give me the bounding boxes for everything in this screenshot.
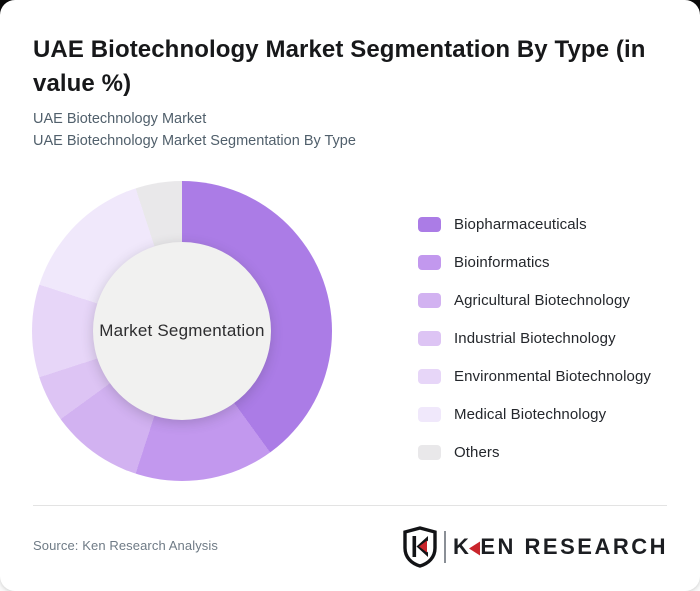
legend-swatch xyxy=(418,444,441,460)
donut-center-label: Market Segmentation xyxy=(99,321,265,340)
legend-swatch xyxy=(418,216,441,232)
donut-chart: Market Segmentation xyxy=(32,181,332,481)
legend-swatch xyxy=(418,368,441,384)
legend-swatch xyxy=(418,406,441,422)
shield-emblem-icon xyxy=(403,526,437,568)
chart-subtitle: UAE Biotechnology Market UAE Biotechnolo… xyxy=(33,108,653,152)
legend-swatch xyxy=(418,292,441,308)
legend-item: Industrial Biotechnology xyxy=(418,319,651,357)
chart-title: UAE Biotechnology Market Segmentation By… xyxy=(33,36,646,97)
legend-label: Biopharmaceuticals xyxy=(454,215,587,233)
legend-label: Environmental Biotechnology xyxy=(454,367,651,385)
donut-center: Market Segmentation xyxy=(93,242,271,420)
footer-divider xyxy=(33,505,667,506)
logo-divider xyxy=(443,531,446,563)
legend-swatch xyxy=(418,330,441,346)
legend-label: Bioinformatics xyxy=(454,253,550,271)
wordmark-k: K xyxy=(452,534,472,559)
ken-research-logo: K EN RESEARCH xyxy=(402,526,668,568)
logo-wordmark: K EN RESEARCH xyxy=(453,534,668,560)
legend-item: Bioinformatics xyxy=(418,243,651,281)
subtitle-line-1: UAE Biotechnology Market xyxy=(33,111,207,127)
chart-legend: Biopharmaceuticals Bioinformatics Agricult… xyxy=(418,205,651,471)
legend-item: Biopharmaceuticals xyxy=(418,205,651,243)
legend-item: Others xyxy=(418,433,651,471)
legend-label: Others xyxy=(454,443,500,461)
legend-label: Industrial Biotechnology xyxy=(454,329,616,347)
legend-item: Agricultural Biotechnology xyxy=(418,281,651,319)
subtitle-line-2: UAE Biotechnology Market Segmentation By… xyxy=(33,133,356,149)
legend-label: Agricultural Biotechnology xyxy=(454,291,631,309)
legend-item: Environmental Biotechnology xyxy=(418,357,651,395)
wordmark-rest: EN RESEARCH xyxy=(480,534,668,559)
legend-swatch xyxy=(418,254,441,270)
red-triangle-icon xyxy=(469,541,481,555)
legend-item: Medical Biotechnology xyxy=(418,395,651,433)
legend-label: Medical Biotechnology xyxy=(454,405,607,423)
source-attribution: Source: Ken Research Analysis xyxy=(33,538,218,553)
